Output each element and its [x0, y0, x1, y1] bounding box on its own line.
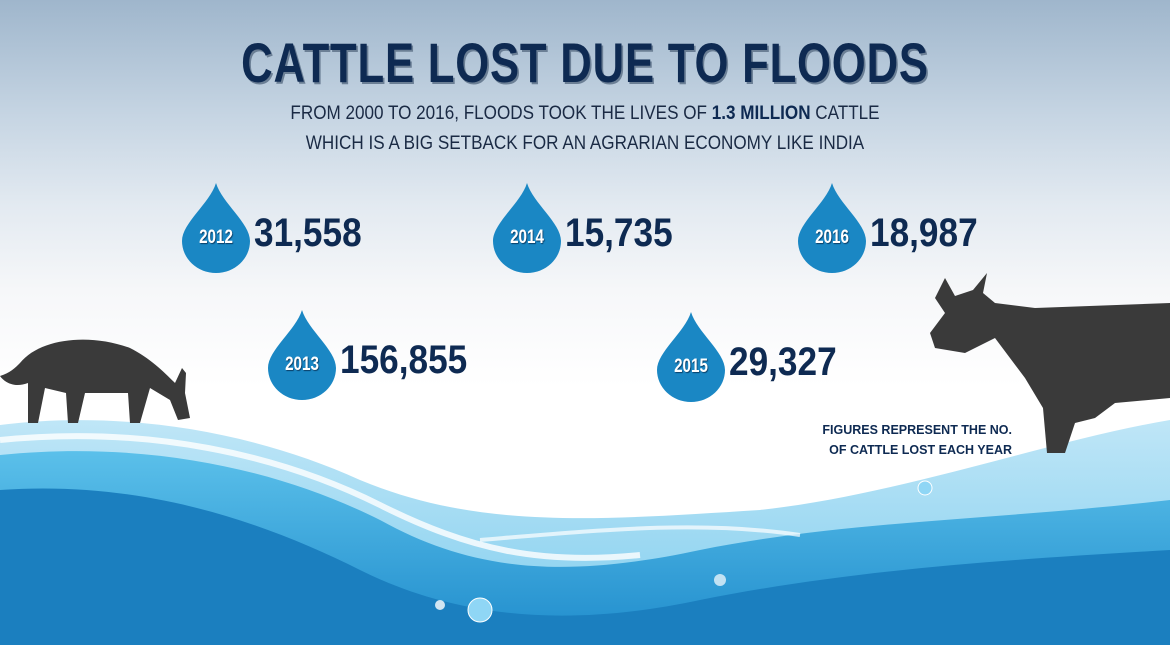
subtitle-text: FROM 2000 TO 2016, FLOODS TOOK THE LIVES…	[290, 103, 712, 124]
year-label: 2012	[199, 227, 233, 248]
subtitle-line-2: WHICH IS A BIG SETBACK FOR AN AGRARIAN E…	[305, 133, 865, 154]
water-drop-icon	[657, 312, 725, 402]
wave-illustration	[0, 420, 1170, 645]
stat-2012: 2012 31,558	[182, 183, 376, 273]
note-line-1: FIGURES REPRESENT THE NO.	[822, 423, 1012, 437]
year-label: 2016	[815, 227, 849, 248]
stat-2013: 2013 156,855	[268, 310, 485, 400]
stat-2015: 2015 29,327	[657, 312, 851, 402]
water-drop-icon	[493, 183, 561, 273]
subtitle-line-1: FROM 2000 TO 2016, FLOODS TOOK THE LIVES…	[59, 103, 1112, 125]
stat-value: 31,558	[254, 210, 362, 255]
year-label: 2013	[285, 354, 319, 375]
year-label: 2015	[674, 356, 708, 377]
stat-value: 15,735	[565, 210, 673, 255]
stat-2014: 2014 15,735	[493, 183, 687, 273]
stat-value: 29,327	[729, 339, 837, 384]
figures-note: FIGURES REPRESENT THE NO. OF CATTLE LOST…	[822, 420, 1012, 460]
stat-value: 18,987	[870, 210, 978, 255]
stat-value: 156,855	[340, 337, 468, 382]
water-drop-icon	[268, 310, 336, 400]
cow-silhouette	[930, 273, 1170, 453]
goat-silhouette	[0, 339, 190, 423]
water-drop-icon	[798, 183, 866, 273]
subtitle-highlight: 1.3 MILLION	[711, 103, 811, 124]
stat-2016: 2016 18,987	[798, 183, 992, 273]
water-drop-icon	[182, 183, 250, 273]
page-title: CATTLE LOST DUE TO FLOODS	[241, 31, 929, 94]
year-label: 2014	[510, 227, 544, 248]
subtitle-text: CATTLE	[810, 103, 880, 124]
note-line-2: OF CATTLE LOST EACH YEAR	[829, 443, 1012, 457]
